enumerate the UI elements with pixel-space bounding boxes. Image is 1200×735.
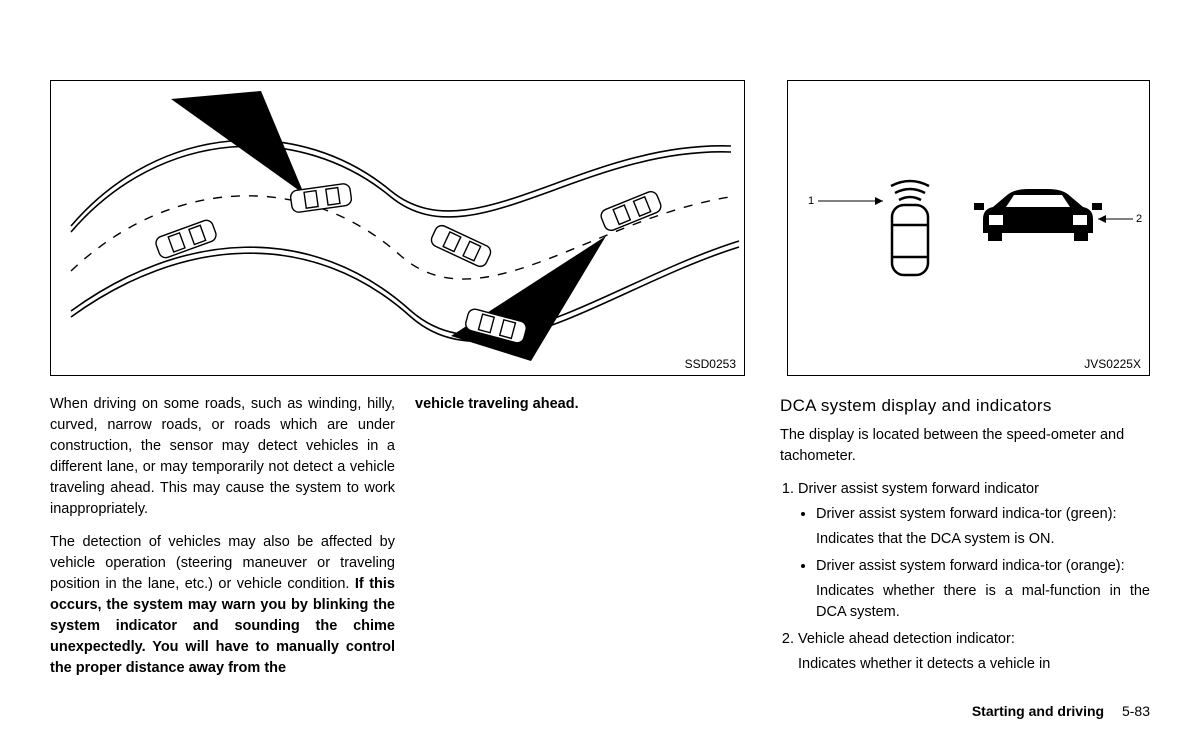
indicator-green: Driver assist system forward indica-tor … — [816, 504, 1150, 550]
text-columns: When driving on some roads, such as wind… — [50, 394, 1150, 691]
footer-page: 5-83 — [1122, 703, 1150, 719]
indicator-diagram-svg: 1 — [788, 81, 1151, 377]
indicator-item-1: Driver assist system forward indicator D… — [798, 479, 1150, 623]
para-road-conditions: When driving on some roads, such as wind… — [50, 394, 395, 520]
para-detection-warning: The detection of vehicles may also be af… — [50, 532, 395, 679]
footer-section: Starting and driving — [972, 703, 1104, 719]
indicator-orange: Driver assist system forward indica-tor … — [816, 556, 1150, 623]
figure-code-left: SSD0253 — [685, 357, 736, 371]
indicator-list: Driver assist system forward indicator D… — [780, 479, 1150, 675]
road-diagram-svg — [51, 81, 746, 377]
para-continuation: vehicle traveling ahead. — [415, 394, 760, 415]
dca-intro: The display is located between the speed… — [780, 425, 1150, 467]
figure-row: SSD0253 1 — [50, 80, 1150, 376]
figure-dca-indicators: 1 — [787, 80, 1150, 376]
callout-1-label: 1 — [808, 195, 814, 207]
callout-2-label: 2 — [1136, 213, 1142, 225]
indicator-item-2: Vehicle ahead detection indicator: Indic… — [798, 629, 1150, 675]
column-middle: vehicle traveling ahead. — [415, 394, 760, 691]
column-left: When driving on some roads, such as wind… — [50, 394, 395, 691]
column-right: DCA system display and indicators The di… — [780, 394, 1150, 691]
dca-subheading: DCA system display and indicators — [780, 394, 1150, 419]
figure-road-sensor: SSD0253 — [50, 80, 745, 376]
figure-code-right: JVS0225X — [1084, 357, 1141, 371]
page-footer: Starting and driving 5-83 — [972, 703, 1150, 719]
